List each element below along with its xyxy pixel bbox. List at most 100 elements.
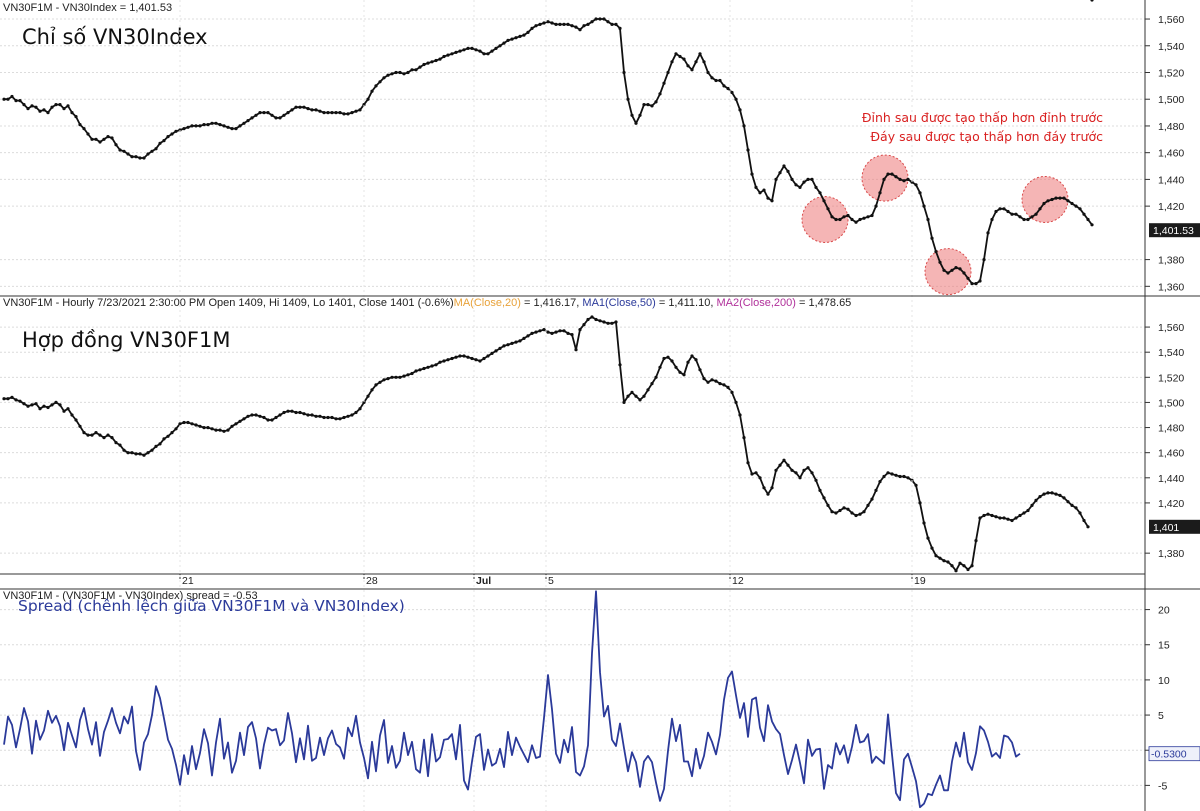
price-point — [842, 215, 846, 219]
price-point — [1078, 511, 1082, 515]
price-point — [54, 103, 58, 107]
price-point — [50, 403, 54, 407]
y-tick-label: 1,380 — [1158, 548, 1184, 560]
price-point — [110, 436, 114, 440]
price-point — [822, 199, 826, 203]
price-point — [202, 123, 206, 127]
price-point — [226, 125, 230, 129]
price-point — [810, 177, 814, 181]
price-point — [846, 213, 850, 218]
y-tick-label: 1,560 — [1158, 322, 1184, 334]
price-point — [830, 215, 834, 219]
price-point — [622, 70, 626, 75]
price-point — [302, 105, 306, 109]
price-point — [410, 371, 414, 376]
price-point — [534, 24, 538, 28]
price-point — [610, 321, 614, 325]
spread-annotation-title: Spread (chênh lệch giữa VN30F1M và VN30I… — [18, 597, 405, 615]
vn30index-price-points — [2, 17, 1094, 286]
ma200-label: MA2(Close,200) — [716, 297, 795, 309]
price-point — [398, 375, 402, 379]
price-point — [34, 105, 38, 109]
price-point — [486, 354, 490, 358]
price-point — [706, 380, 710, 384]
price-point — [298, 105, 302, 109]
price-point — [786, 169, 790, 173]
price-point — [366, 394, 370, 398]
price-point — [1014, 516, 1018, 520]
price-point — [46, 405, 50, 410]
price-point — [158, 141, 162, 145]
price-point — [950, 564, 954, 568]
price-point — [874, 488, 878, 492]
price-point — [1010, 518, 1014, 523]
price-point — [74, 115, 78, 119]
price-point — [402, 72, 406, 76]
price-point — [546, 330, 550, 334]
price-point — [994, 515, 998, 519]
price-point — [318, 414, 322, 418]
x-tick-label: 12 — [732, 575, 744, 587]
price-point — [206, 123, 210, 127]
price-point — [378, 380, 382, 384]
price-point — [874, 204, 878, 208]
price-point — [730, 90, 734, 95]
price-point — [566, 22, 570, 26]
price-point — [294, 105, 298, 109]
spread-line — [3, 590, 1021, 809]
price-point — [134, 155, 138, 159]
price-point — [890, 172, 894, 176]
price-point — [190, 124, 194, 128]
price-point — [518, 339, 522, 343]
price-point — [842, 506, 846, 510]
price-point — [630, 113, 634, 117]
price-point — [118, 443, 122, 447]
price-point — [198, 424, 202, 428]
price-point — [130, 155, 134, 159]
price-point — [1066, 500, 1070, 504]
price-point — [106, 135, 110, 139]
price-point — [982, 258, 986, 262]
price-point — [746, 148, 750, 152]
price-point — [294, 410, 298, 415]
vn30f1m-header: VN30F1M - Hourly 7/23/2021 2:30:00 PM Op… — [3, 297, 851, 309]
price-point — [618, 26, 622, 30]
price-point — [566, 331, 570, 335]
price-point — [558, 329, 562, 333]
price-point — [894, 473, 898, 477]
x-tick-label: 28 — [366, 575, 378, 587]
price-point — [1038, 207, 1042, 211]
price-point — [1074, 204, 1078, 208]
price-point — [462, 354, 466, 358]
price-point — [1050, 491, 1054, 495]
price-point — [322, 415, 326, 420]
price-point — [930, 546, 934, 550]
price-point — [490, 49, 494, 53]
price-point — [602, 17, 606, 21]
price-point — [498, 44, 502, 48]
ma20-label: MA(Close,20) — [454, 297, 521, 309]
price-point — [862, 510, 866, 514]
price-point — [806, 466, 810, 470]
price-point — [854, 220, 858, 224]
price-point — [786, 463, 790, 467]
price-point — [798, 476, 802, 480]
price-point — [726, 385, 730, 389]
price-point — [290, 409, 294, 413]
price-point — [710, 76, 714, 80]
price-point — [162, 437, 166, 441]
price-point — [234, 422, 238, 426]
price-point — [954, 569, 958, 573]
price-point — [794, 471, 798, 475]
price-point — [458, 354, 462, 358]
price-point — [930, 236, 934, 240]
price-point — [382, 378, 386, 382]
y-tick-label: 1,480 — [1158, 423, 1184, 435]
price-point — [174, 129, 178, 133]
price-point — [438, 360, 442, 364]
price-point — [454, 355, 458, 359]
price-point — [334, 111, 338, 115]
price-point — [666, 355, 670, 359]
price-point — [82, 127, 86, 131]
price-point — [450, 356, 454, 361]
